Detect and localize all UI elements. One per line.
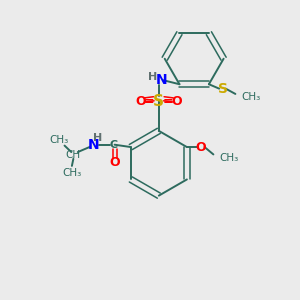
Text: CH₃: CH₃ [62,168,82,178]
Text: N: N [88,138,100,152]
Text: =: = [144,94,155,108]
Text: CH: CH [66,150,81,160]
Text: O: O [109,156,120,169]
Text: CH₃: CH₃ [49,135,68,145]
Text: H: H [148,72,157,82]
Text: CH₃: CH₃ [241,92,260,102]
Text: O: O [196,141,206,154]
Text: S: S [153,94,164,109]
Text: N: N [155,73,167,87]
Text: =: = [163,94,174,108]
Text: CH₃: CH₃ [219,153,238,163]
Text: H: H [93,133,102,143]
Text: O: O [135,95,146,108]
Text: O: O [172,95,182,108]
Text: C: C [110,140,118,150]
Text: S: S [218,82,228,96]
